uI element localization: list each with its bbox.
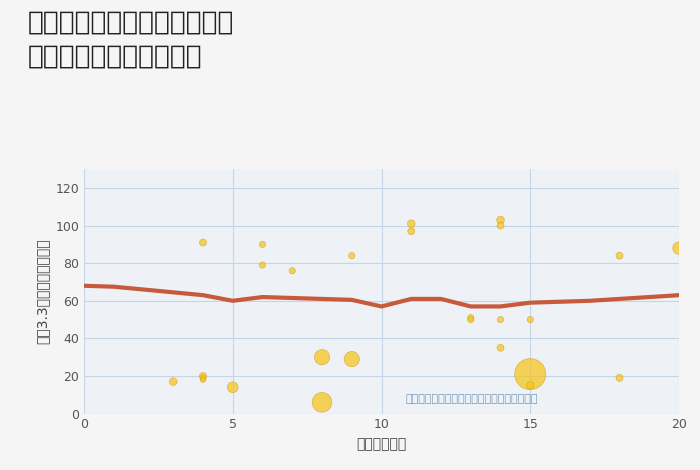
Text: 岐阜県各務原市川島北山町の
駅距離別中古戸建て価格: 岐阜県各務原市川島北山町の 駅距離別中古戸建て価格 [28,9,235,70]
Point [197,372,209,380]
Point [287,267,298,274]
Point [197,239,209,246]
Point [346,252,357,259]
Point [525,370,536,378]
Point [465,314,476,321]
Point [168,378,179,385]
Point [316,399,328,406]
Point [346,355,357,363]
Point [465,316,476,323]
Point [673,244,685,252]
Y-axis label: 坪（3.3㎡）単価（万円）: 坪（3.3㎡）単価（万円） [36,239,50,344]
Point [614,374,625,382]
Point [257,261,268,269]
Point [614,252,625,259]
Point [197,376,209,384]
Point [227,384,238,391]
Point [525,382,536,389]
X-axis label: 駅距離（分）: 駅距離（分） [356,437,407,451]
Point [495,344,506,352]
Point [316,353,328,361]
Point [525,316,536,323]
Text: 円の大きさは、取引のあった物件面積を示す: 円の大きさは、取引のあった物件面積を示す [405,394,538,404]
Point [406,220,417,227]
Point [406,227,417,235]
Point [495,316,506,323]
Point [495,222,506,229]
Point [257,241,268,248]
Point [495,216,506,224]
Point [197,374,209,382]
